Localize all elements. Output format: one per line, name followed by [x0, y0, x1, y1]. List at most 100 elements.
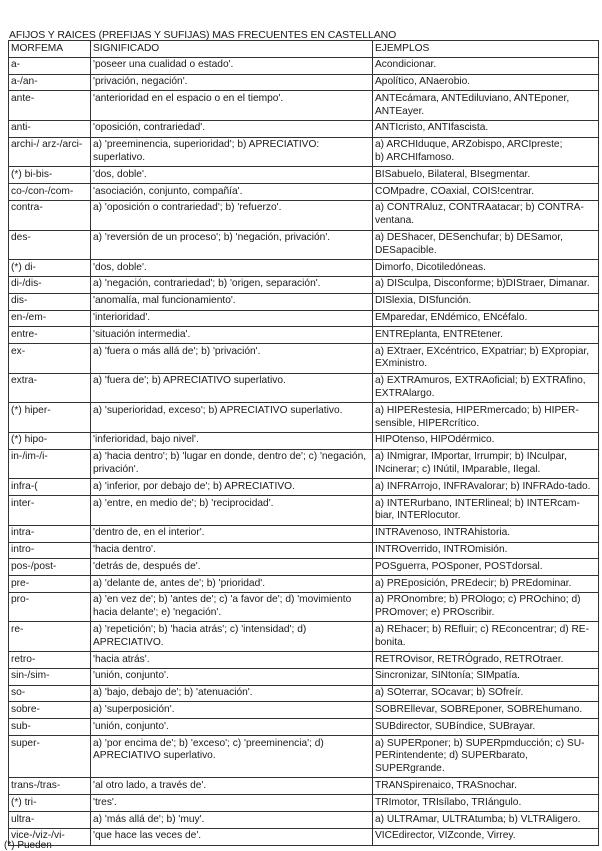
table-row: contra-a) 'oposición o contrariedad'; b)… [8, 199, 599, 231]
table-row: inter-a) 'entre, en medio de'; b) 'recip… [8, 495, 599, 526]
table-row: a-/an-'privación, negación'. Apolítico, A… [8, 73, 599, 92]
table-row: ex-a) 'fuera o más allá de'; b) 'privaci… [8, 343, 599, 374]
table-row: archi-/ arz-/arci-a) 'preeminencia, supe… [8, 136, 599, 168]
table-row: dis-'anomalía, mal funcionamiento'. DISle… [8, 292, 599, 311]
cell-morfema: trans-/tras- [8, 777, 91, 796]
cell-morfema: des- [8, 229, 91, 261]
cell-significado: 'detrás de, después de'. [90, 558, 373, 577]
table-row: ultra-a) 'más allá de'; b) 'muy'. a) ULTR… [8, 811, 599, 829]
cell-significado: a) 'reversión de un proceso'; b) 'negaci… [90, 229, 373, 261]
cell-ejemplos: a) CONTRAluz, CONTRAatacar; b) CONTRA-ve… [372, 199, 599, 231]
cell-morfema: contra- [8, 199, 91, 231]
cell-significado: 'anterioridad en el espacio o en el tiem… [90, 90, 373, 121]
cell-morfema: en-/em- [8, 309, 91, 328]
cell-significado: a) 'negación, contrariedad'; b) 'origen,… [90, 275, 373, 294]
cell-ejemplos: a) SUPERponer; b) SUPERpmducción; c) SU-… [372, 735, 599, 779]
table-row: en-/em-'interioridad'. EMparedar, ENdémic… [8, 309, 599, 328]
cell-significado: a) 'entre, en medio de'; b) 'reciprocida… [90, 495, 373, 526]
table-row: trans-/tras-'al otro lado, a través de'.… [8, 777, 599, 796]
cell-morfema: intra- [8, 524, 91, 543]
table-row: (*) hipo-'inferioridad, bajo nivel'. HIPO… [8, 431, 599, 450]
cell-morfema: infra-( [8, 478, 91, 497]
cell-morfema: pro- [8, 591, 91, 623]
cell-ejemplos: ANTEcámara, ANTEdiluviano, ANTEponer, AN… [372, 90, 599, 121]
cell-morfema: anti- [8, 119, 91, 138]
cell-ejemplos: a) ARCHIduque, ARZobispo, ARCIpreste; b)… [372, 136, 599, 168]
cell-ejemplos: a) REhacer; b) REfluir; c) REconcentrar;… [372, 621, 599, 653]
cell-ejemplos: Acondicionar. [372, 56, 599, 75]
table-header-row: MORFEMA SIGNIFICADO EJEMPLOS [8, 40, 599, 58]
cell-morfema: intro- [8, 541, 91, 560]
cell-morfema: pos-/post- [8, 558, 91, 577]
cell-ejemplos: Sincronizar, SINtonía; SIMpatía. [372, 667, 599, 686]
cell-ejemplos: a) PROnombre; b) PROlogo; c) PROchino; d… [372, 591, 599, 623]
cell-morfema: ante- [8, 90, 91, 121]
cell-significado: a) 'bajo, debajo de'; b) 'atenuación'. [90, 684, 373, 703]
cell-significado: 'tres'. [90, 794, 373, 813]
cell-morfema: (*) hiper- [8, 402, 91, 433]
cell-significado: 'oposición, contrariedad'. [90, 119, 373, 138]
cell-ejemplos: SUBdirector, SUBíndice, SUBrayar. [372, 718, 599, 737]
cell-significado: 'dos, doble'. [90, 259, 373, 277]
cell-significado: 'hacia atrás'. [90, 651, 373, 669]
cell-ejemplos: a) DEShacer, DESenchufar; b) DESamor, DE… [372, 229, 599, 261]
cell-significado: 'dentro de, en el interior'. [90, 524, 373, 543]
table-row: co-/con-/com-'asociación, conjunto, comp… [8, 183, 599, 201]
cell-significado: 'poseer una cualidad o estado'. [90, 56, 373, 75]
table-row: (*) di-'dos, doble'. Dimorfo, Dicotiledón… [8, 259, 599, 277]
cell-significado: 'privación, negación'. [90, 73, 373, 92]
table-row: ante-'anterioridad en el espacio o en el… [8, 90, 599, 121]
table-row: pre-a) 'delante de, antes de'; b) 'prior… [8, 575, 599, 593]
cell-morfema: in-/im-/i- [8, 448, 91, 480]
cell-significado: a) 'superioridad, exceso'; b) APRECIATIV… [90, 402, 373, 433]
cell-morfema: a- [8, 56, 91, 75]
cell-morfema: inter- [8, 495, 91, 526]
cell-significado: a) 'hacia dentro'; b) 'lugar en donde, d… [90, 448, 373, 480]
table-row: sin-/sim-'unión, conjunto'. Sincronizar, … [8, 667, 599, 686]
cell-ejemplos: Apolítico, ANaerobio. [372, 73, 599, 92]
table-row: intro-'hacia dentro'. INTROverrido, INTRO… [8, 541, 599, 560]
header-ejemplos: EJEMPLOS [372, 40, 599, 58]
cell-ejemplos: COMpadre, COaxial, COIS!centrar. [372, 183, 599, 201]
table-row: di-/dis-a) 'negación, contrariedad'; b) … [8, 275, 599, 294]
cell-significado: a) 'más allá de'; b) 'muy'. [90, 811, 373, 829]
cell-significado: 'hacia dentro'. [90, 541, 373, 560]
cell-morfema: a-/an- [8, 73, 91, 92]
cell-ejemplos: ENTREplanta, ENTREtener. [372, 326, 599, 345]
cell-ejemplos: a) EXtraer, EXcéntrico, EXpatriar; b) EX… [372, 343, 599, 374]
cell-ejemplos: DISlexia, DISfunción. [372, 292, 599, 311]
table-row: extra-a) 'fuera de'; b) APRECIATIVO supe… [8, 372, 599, 404]
cell-ejemplos: HIPOtenso, HIPOdérmico. [372, 431, 599, 450]
cell-morfema: archi-/ arz-/arci- [8, 136, 91, 168]
table-row: (*) bi-bis-'dos, doble'. BISabuelo, Bilat… [8, 166, 599, 185]
table-row: super-a) 'por encima de'; b) 'exceso'; c… [8, 735, 599, 779]
cell-significado: a) 'fuera de'; b) APRECIATIVO superlativ… [90, 372, 373, 404]
table-row: (*) tri-'tres'. TRImotor, TRIsílabo, TRIá… [8, 794, 599, 813]
cell-morfema: dis- [8, 292, 91, 311]
table-row: intra-'dentro de, en el interior'. INTRAv… [8, 524, 599, 543]
cell-morfema: so- [8, 684, 91, 703]
cell-ejemplos: a) ULTRAmar, ULTRAtumba; b) VLTRAligero. [372, 811, 599, 829]
cell-significado: a) 'inferior, por debajo de'; b) APRECIA… [90, 478, 373, 497]
cell-ejemplos: BISabuelo, Bilateral, BIsegmentar. [372, 166, 599, 185]
cell-ejemplos: a) HIPERestesia, HIPERmercado; b) HIPER-… [372, 402, 599, 433]
cell-ejemplos: ANTIcristo, ANTIfascista. [372, 119, 599, 138]
cell-significado: a) 'en vez de'; b) 'antes de'; c) 'a fav… [90, 591, 373, 623]
cell-ejemplos: INTRAvenoso, INTRAhistoria. [372, 524, 599, 543]
cell-ejemplos: a) INmigrar, IMportar, Irrumpir; b) INcu… [372, 448, 599, 480]
cell-significado: 'unión, conjunto'. [90, 667, 373, 686]
cell-significado: 'anomalía, mal funcionamiento'. [90, 292, 373, 311]
table-row: pro-a) 'en vez de'; b) 'antes de'; c) 'a… [8, 591, 599, 623]
cell-significado: a) 'fuera o más allá de'; b) 'privación'… [90, 343, 373, 374]
document-title: AFIJOS Y RAICES (PREFIJAS Y SUFIJAS) MAS… [9, 29, 397, 41]
cell-significado: 'inferioridad, bajo nivel'. [90, 431, 373, 450]
cell-morfema: extra- [8, 372, 91, 404]
cell-significado: a) 'delante de, antes de'; b) 'prioridad… [90, 575, 373, 593]
cell-ejemplos: POSguerra, POSponer, POSTdorsal. [372, 558, 599, 577]
cell-ejemplos: a) EXTRAmuros, EXTRAoficial; b) EXTRAfin… [372, 372, 599, 404]
cell-ejemplos: TRANSpirenaico, TRASnochar. [372, 777, 599, 796]
cell-morfema: (*) hipo- [8, 431, 91, 450]
table-row: sub-'unión, conjunto'. SUBdirector, SUBín… [8, 718, 599, 737]
cell-significado: 'al otro lado, a través de'. [90, 777, 373, 796]
footnote: (*) Pueden [4, 840, 52, 851]
